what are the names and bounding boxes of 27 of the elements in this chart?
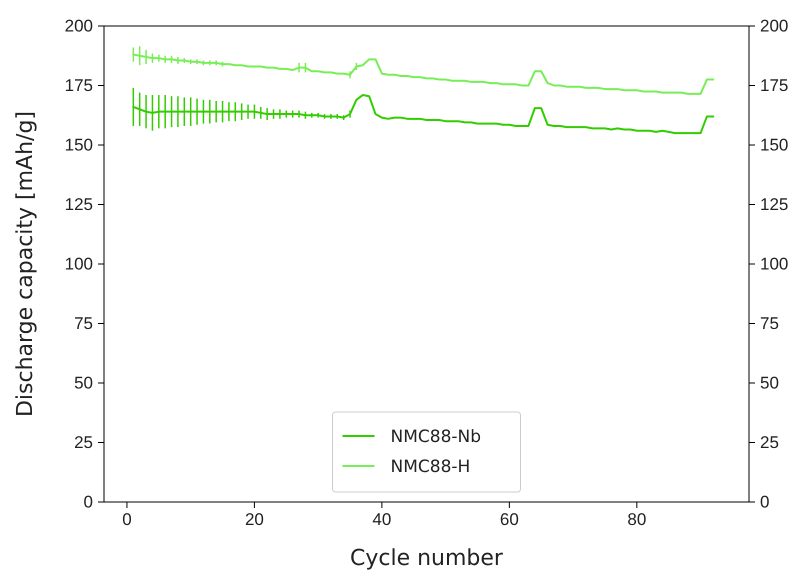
y2-tick-label: 150: [760, 135, 788, 154]
y2-tick-label: 175: [760, 76, 788, 95]
legend-label: NMC88-Nb: [390, 427, 482, 447]
x-tick-label: 20: [244, 510, 264, 530]
y2-tick-label: 100: [760, 254, 788, 274]
x-tick-label: 40: [372, 510, 392, 530]
legend-label: NMC88-H: [390, 457, 470, 477]
y-tick-label: 100: [64, 254, 93, 274]
y2-tick-label: 25: [760, 432, 779, 452]
y2-tick-label: 200: [760, 16, 788, 36]
y2-tick-label: 125: [760, 194, 788, 214]
y-tick-label: 50: [74, 373, 93, 392]
y2-tick-label: 75: [760, 314, 779, 333]
y2-tick-label: 0: [760, 492, 770, 512]
y-tick-label: 125: [64, 194, 93, 214]
x-axis-title: Cycle number: [350, 546, 504, 570]
y-axis-title: Discharge capacity [mAh/g]: [13, 110, 38, 418]
y-tick-label: 200: [64, 16, 93, 36]
y-tick-label: 75: [74, 314, 93, 333]
y-tick-label: 25: [74, 432, 93, 452]
y-tick-label: 175: [64, 76, 93, 95]
x-tick-label: 0: [122, 510, 132, 530]
x-tick-label: 80: [627, 510, 646, 530]
y2-tick-label: 50: [760, 373, 779, 392]
x-tick-label: 60: [500, 510, 519, 530]
y-tick-label: 150: [64, 135, 93, 154]
y-tick-label: 0: [84, 492, 93, 512]
